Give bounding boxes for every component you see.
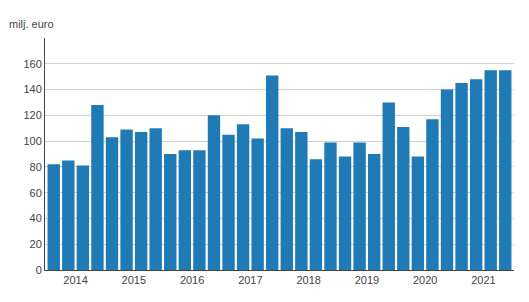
svg-text:80: 80 — [30, 161, 42, 173]
svg-text:40: 40 — [30, 212, 42, 224]
svg-text:2017: 2017 — [238, 274, 262, 286]
svg-text:120: 120 — [23, 109, 41, 121]
svg-text:2016: 2016 — [180, 274, 204, 286]
svg-text:2014: 2014 — [63, 274, 87, 286]
svg-text:2015: 2015 — [122, 274, 146, 286]
svg-text:140: 140 — [23, 83, 41, 95]
svg-text:0: 0 — [36, 264, 42, 276]
svg-text:20: 20 — [30, 238, 42, 250]
svg-text:2018: 2018 — [296, 274, 320, 286]
svg-text:milj. euro: milj. euro — [9, 18, 54, 30]
svg-text:2021: 2021 — [471, 274, 495, 286]
svg-text:2020: 2020 — [413, 274, 437, 286]
svg-text:2019: 2019 — [355, 274, 379, 286]
svg-text:60: 60 — [30, 187, 42, 199]
svg-text:160: 160 — [23, 58, 41, 70]
svg-text:100: 100 — [23, 135, 41, 147]
